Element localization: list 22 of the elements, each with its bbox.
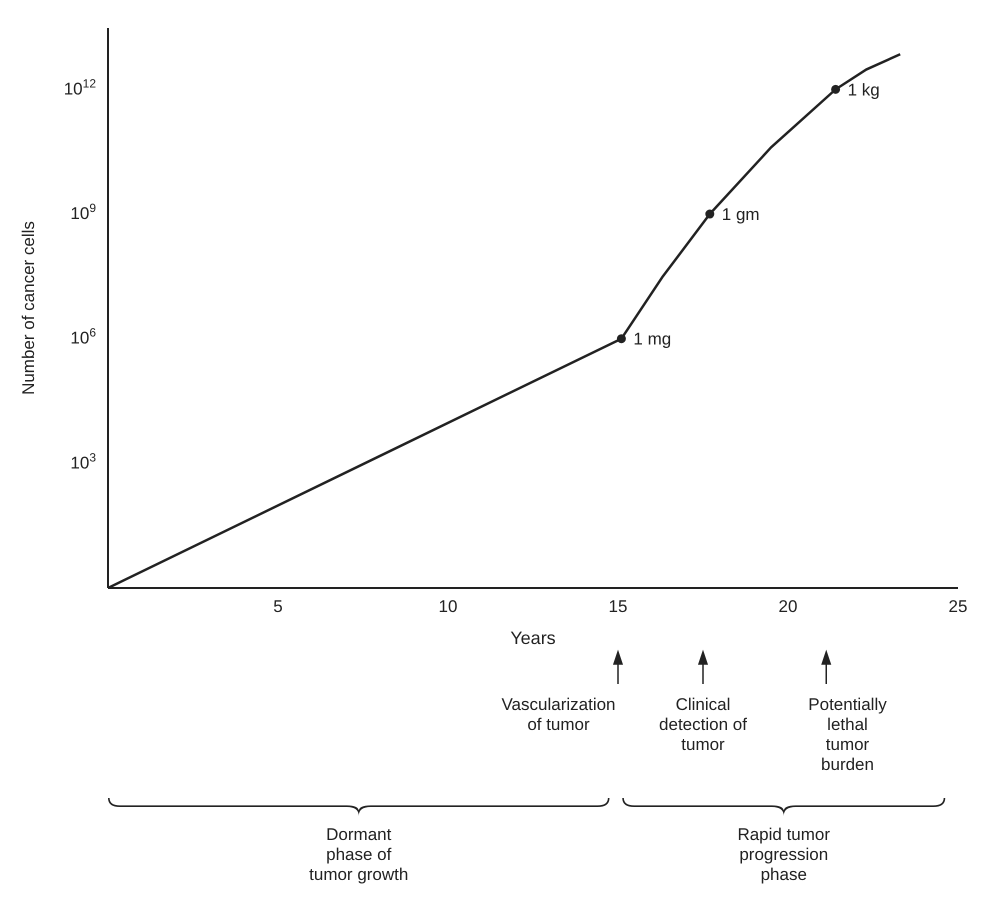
- y-tick-label: 10$^{12}$: [64, 76, 96, 98]
- text: Potentially lethal tumor burden: [808, 695, 888, 774]
- annotation: 1 mg: [633, 330, 672, 349]
- annotation: 1 gm: [722, 205, 760, 224]
- text: Dormant phase of tumor growth: [309, 825, 408, 884]
- x-tick-label: 10: [438, 597, 458, 616]
- x-axis-title: Years: [510, 628, 556, 648]
- y-tick-label: 10$^{6}$: [70, 326, 96, 348]
- x-tick-label: 15: [608, 597, 628, 616]
- text: Rapid tumor progression phase: [737, 825, 830, 884]
- x-tick-label: 20: [778, 597, 798, 616]
- text: Vascularization of tumor: [501, 695, 616, 734]
- text: Clinical detection of tumor: [659, 695, 748, 754]
- x-tick-label: 5: [273, 597, 283, 616]
- point: [705, 210, 714, 219]
- point: [616, 334, 626, 344]
- y-axis-title: Number of cancer cells: [19, 221, 38, 395]
- y-tick-label: 10$^{3}$: [70, 450, 96, 472]
- x-tick-label: 25: [948, 597, 968, 616]
- y-tick-label: 10$^{9}$: [70, 201, 96, 224]
- annotation: 1 kg: [848, 80, 880, 100]
- point: [831, 84, 840, 94]
